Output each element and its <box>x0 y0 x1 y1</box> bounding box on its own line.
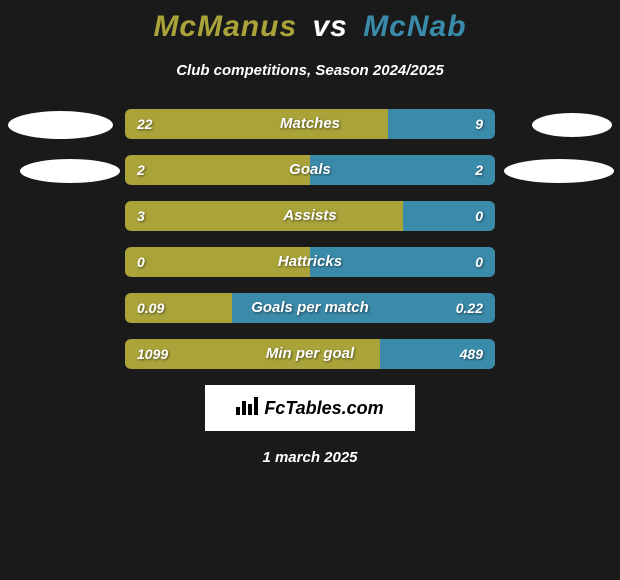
stat-value-right: 0 <box>475 247 483 277</box>
brand-text: FcTables.com <box>264 398 383 419</box>
vs-text: vs <box>312 10 347 43</box>
brand-badge: FcTables.com <box>205 385 415 431</box>
stat-label: Goals <box>125 155 495 185</box>
comparison-title: McManus vs McNab <box>0 0 620 44</box>
decorative-oval <box>532 113 612 137</box>
chart-icon <box>236 395 258 421</box>
footer-date: 1 march 2025 <box>0 449 620 466</box>
stat-row: Assists3 0 <box>125 201 495 231</box>
stat-value-right: 2 <box>475 155 483 185</box>
stat-value-right: 489 <box>460 339 483 369</box>
stat-label: Assists <box>125 201 495 231</box>
stat-value-right: 9 <box>475 109 483 139</box>
stat-row: Hattricks0 0 <box>125 247 495 277</box>
stat-value-left: 3 <box>137 201 145 231</box>
decorative-oval <box>8 111 113 139</box>
stat-label: Goals per match <box>125 293 495 323</box>
stat-value-right: 0 <box>475 201 483 231</box>
subtitle: Club competitions, Season 2024/2025 <box>0 62 620 79</box>
decorative-oval <box>20 159 120 183</box>
stat-value-left: 0.09 <box>137 293 164 323</box>
stat-value-left: 22 <box>137 109 153 139</box>
stat-value-left: 2 <box>137 155 145 185</box>
stats-area: Matches229Goals22Assists30Hattricks00Goa… <box>0 109 620 369</box>
stat-value-left: 1099 <box>137 339 168 369</box>
stat-value-left: 0 <box>137 247 145 277</box>
player-right-name: McNab <box>363 10 466 43</box>
stat-label: Matches <box>125 109 495 139</box>
stat-row: Goals2 2 <box>125 155 495 185</box>
stat-label: Min per goal <box>125 339 495 369</box>
decorative-oval <box>504 159 614 183</box>
stat-row: Min per goal1099 489 <box>125 339 495 369</box>
stat-value-right: 0.22 <box>456 293 483 323</box>
stat-row: Matches22 9 <box>125 109 495 139</box>
stat-row: Goals per match0.09 0.22 <box>125 293 495 323</box>
stat-label: Hattricks <box>125 247 495 277</box>
player-left-name: McManus <box>153 10 297 43</box>
stats-container: Matches229Goals22Assists30Hattricks00Goa… <box>10 109 610 369</box>
